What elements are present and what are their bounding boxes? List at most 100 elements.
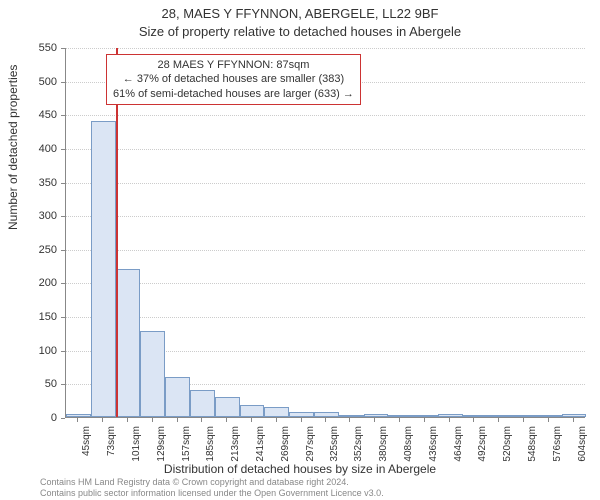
histogram-bar (364, 414, 389, 417)
xtick-label: 241sqm (255, 426, 266, 466)
ytick-mark (61, 149, 65, 150)
xtick-mark (102, 418, 103, 422)
xtick-mark (251, 418, 252, 422)
ytick-label: 400 (17, 143, 57, 155)
xtick-label: 492sqm (477, 426, 488, 466)
xtick-label: 380sqm (378, 426, 389, 466)
gridline (66, 149, 585, 150)
xtick-mark (127, 418, 128, 422)
gridline (66, 250, 585, 251)
xtick-label: 436sqm (428, 426, 439, 466)
xtick-mark (449, 418, 450, 422)
ytick-mark (61, 48, 65, 49)
xtick-label: 73sqm (106, 426, 117, 466)
footer-attribution: Contains HM Land Registry data © Crown c… (40, 477, 384, 498)
ytick-label: 0 (17, 412, 57, 424)
xtick-label: 520sqm (502, 426, 513, 466)
gridline (66, 115, 585, 116)
ytick-label: 500 (17, 76, 57, 88)
ytick-label: 200 (17, 277, 57, 289)
ytick-mark (61, 115, 65, 116)
xtick-mark (349, 418, 350, 422)
chart-title-desc: Size of property relative to detached ho… (0, 24, 600, 39)
footer-line2: Contains public sector information licen… (40, 488, 384, 498)
ytick-label: 300 (17, 210, 57, 222)
annotation-line3: 61% of semi-detached houses are larger (… (113, 87, 354, 101)
xtick-label: 101sqm (131, 426, 142, 466)
xtick-label: 604sqm (577, 426, 588, 466)
ytick-mark (61, 418, 65, 419)
xtick-label: 464sqm (453, 426, 464, 466)
xtick-label: 129sqm (156, 426, 167, 466)
xtick-label: 157sqm (181, 426, 192, 466)
xtick-mark (399, 418, 400, 422)
ytick-label: 50 (17, 378, 57, 390)
histogram-bar (116, 269, 141, 417)
xtick-mark (325, 418, 326, 422)
chart-title-address: 28, MAES Y FFYNNON, ABERGELE, LL22 9BF (0, 6, 600, 21)
ytick-label: 100 (17, 345, 57, 357)
ytick-mark (61, 82, 65, 83)
ytick-label: 150 (17, 311, 57, 323)
xtick-mark (523, 418, 524, 422)
histogram-bar (488, 415, 513, 417)
histogram-bar (562, 414, 586, 417)
xtick-mark (201, 418, 202, 422)
xtick-label: 576sqm (552, 426, 563, 466)
xtick-label: 548sqm (527, 426, 538, 466)
ytick-label: 250 (17, 244, 57, 256)
histogram-bar (140, 331, 165, 417)
ytick-mark (61, 216, 65, 217)
xtick-mark (152, 418, 153, 422)
histogram-bar (264, 407, 289, 417)
histogram-bar (66, 414, 91, 417)
xtick-label: 213sqm (230, 426, 241, 466)
xtick-mark (424, 418, 425, 422)
histogram-bar (215, 397, 240, 417)
histogram-bar (289, 412, 314, 417)
plot-area: 28 MAES Y FFYNNON: 87sqm ← 37% of detach… (65, 48, 585, 418)
ytick-mark (61, 384, 65, 385)
ytick-label: 550 (17, 42, 57, 54)
xtick-mark (498, 418, 499, 422)
footer-line1: Contains HM Land Registry data © Crown c… (40, 477, 384, 487)
histogram-bar (388, 415, 413, 417)
histogram-bar (240, 405, 265, 417)
histogram-bar (190, 390, 215, 417)
histogram-bar (91, 121, 116, 417)
ytick-mark (61, 250, 65, 251)
xtick-mark (301, 418, 302, 422)
chart-container: 28, MAES Y FFYNNON, ABERGELE, LL22 9BF S… (0, 0, 600, 500)
ytick-mark (61, 317, 65, 318)
annotation-box: 28 MAES Y FFYNNON: 87sqm ← 37% of detach… (106, 54, 361, 105)
xtick-label: 325sqm (329, 426, 340, 466)
xtick-mark (374, 418, 375, 422)
histogram-bar (438, 414, 463, 417)
xtick-mark (177, 418, 178, 422)
histogram-bar (165, 377, 190, 417)
annotation-line1: 28 MAES Y FFYNNON: 87sqm (113, 58, 354, 72)
gridline (66, 317, 585, 318)
gridline (66, 283, 585, 284)
gridline (66, 48, 585, 49)
histogram-bar (537, 415, 562, 417)
xtick-label: 352sqm (353, 426, 364, 466)
xtick-label: 269sqm (280, 426, 291, 466)
histogram-bar (339, 415, 364, 417)
ytick-mark (61, 183, 65, 184)
xtick-label: 185sqm (205, 426, 216, 466)
ytick-label: 450 (17, 109, 57, 121)
xtick-mark (573, 418, 574, 422)
x-axis-label: Distribution of detached houses by size … (0, 462, 600, 476)
xtick-label: 408sqm (403, 426, 414, 466)
histogram-bar (413, 415, 438, 417)
gridline (66, 183, 585, 184)
histogram-bar (463, 415, 488, 417)
ytick-mark (61, 351, 65, 352)
xtick-label: 297sqm (305, 426, 316, 466)
xtick-mark (276, 418, 277, 422)
ytick-label: 350 (17, 177, 57, 189)
ytick-mark (61, 283, 65, 284)
xtick-mark (473, 418, 474, 422)
gridline (66, 216, 585, 217)
